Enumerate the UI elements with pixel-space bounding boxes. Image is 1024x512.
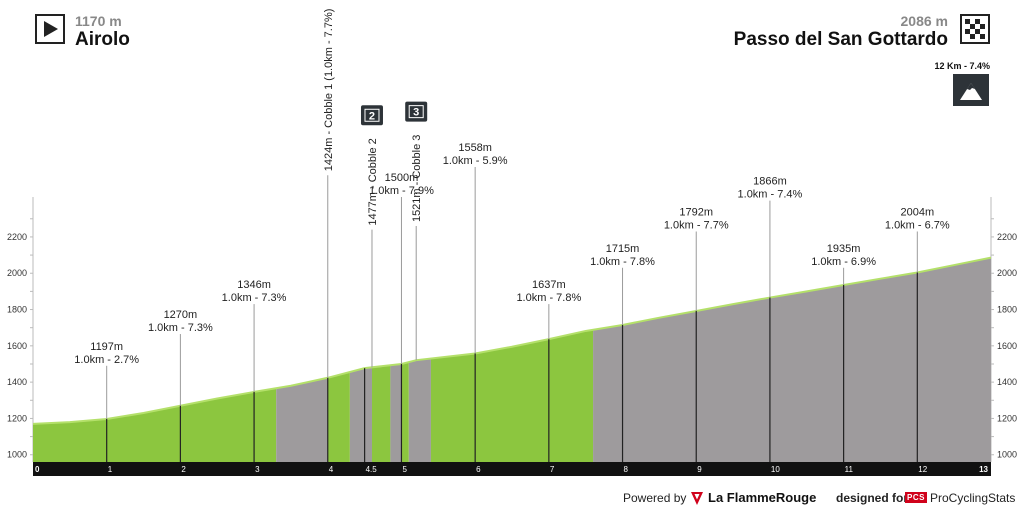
x-tick-label: 7	[550, 465, 555, 474]
annotation-elevation: 1935m	[827, 243, 861, 255]
profile-segment-gray	[390, 363, 402, 462]
x-tick-label: 8	[624, 465, 629, 474]
annotation-gradient: 1.0km - 2.7%	[74, 354, 139, 366]
checkered-flag-icon	[960, 14, 990, 44]
play-icon	[35, 14, 65, 44]
x-tick-label: 4.5	[366, 465, 378, 474]
flamme-rouge-brand[interactable]: La FlammeRouge	[708, 490, 817, 505]
y-tick-label-left: 2200	[7, 232, 27, 242]
start-altitude: 1170 m	[75, 13, 122, 29]
annotation-elevation: 2004m	[900, 206, 934, 218]
start-name: Airolo	[75, 29, 130, 50]
profile-segment-gray	[276, 377, 328, 462]
profile-segment-steep	[430, 329, 594, 462]
procyclingstats-brand[interactable]: ProCyclingStats	[930, 491, 1016, 505]
x-tick-label: 10	[771, 465, 780, 474]
mountain-icon	[953, 74, 989, 106]
profile-segment-gray	[349, 367, 372, 462]
y-tick-label-left: 1800	[7, 305, 27, 315]
pcs-badge: PCS	[905, 492, 927, 503]
x-tick-label: 13	[979, 465, 988, 474]
profile-segment-steep	[371, 365, 391, 462]
annotation-gradient: 1.0km - 5.9%	[443, 155, 508, 167]
annotation-gradient: 1.0km - 6.9%	[811, 256, 876, 268]
powered-by-label: Powered by	[623, 491, 687, 505]
cobble-badge	[405, 101, 428, 122]
cobble-label: 1521m - Cobble 3	[411, 135, 423, 222]
annotation-gradient: 1.0km - 7.4%	[738, 189, 803, 201]
y-tick-label-left: 1000	[7, 450, 27, 460]
cobble-badge-number: 2	[369, 110, 375, 122]
profile-segment-gray	[408, 358, 431, 462]
annotation-elevation: 1270m	[164, 309, 198, 321]
profile-edge-line	[32, 256, 992, 425]
distance-bar	[33, 462, 991, 476]
x-tick-label: 3	[255, 465, 260, 474]
x-tick-label: 9	[697, 465, 702, 474]
x-tick-label: 4	[329, 465, 334, 474]
annotation-elevation: 1637m	[532, 279, 566, 291]
cobble-badge	[360, 105, 383, 126]
y-tick-label-right: 2000	[997, 268, 1017, 278]
flamme-rouge-logo-icon	[691, 492, 703, 505]
y-tick-label-right: 1600	[997, 341, 1017, 351]
annotation-gradient: 1.0km - 7.8%	[590, 256, 655, 268]
finish-header: 2086 m Passo del San Gottardo	[600, 11, 990, 55]
annotation-gradient: 1.0km - 7.3%	[148, 322, 213, 334]
profile-area	[32, 256, 992, 476]
profile-segment-steep	[33, 388, 277, 462]
annotation-elevation: 1346m	[237, 279, 271, 291]
annotation-gradient: 1.0km - 7.7%	[664, 219, 729, 231]
start-header: 1170 m Airolo	[35, 11, 455, 55]
x-tick-label: 11	[845, 465, 854, 474]
x-tick-label: 5	[402, 465, 407, 474]
x-tick-label: 2	[181, 465, 186, 474]
x-tick-label: 0	[35, 465, 40, 474]
y-tick-label-left: 1600	[7, 341, 27, 351]
y-tick-label-right: 1000	[997, 450, 1017, 460]
annotation-elevation: 1715m	[606, 243, 640, 255]
cobble-badge-number: 3	[413, 107, 419, 119]
cobble-badge-frame	[364, 108, 380, 122]
annotation-elevation: 1500m	[385, 172, 419, 184]
annotation-elevation: 1866m	[753, 176, 787, 188]
annotation-elevation: 1558m	[458, 142, 492, 154]
y-tick-label-right: 1400	[997, 377, 1017, 387]
annotation-elevation: 1792m	[679, 206, 713, 218]
tick-labels: 1000 1000 1200 1200 1400 1400 1600 1600 1800 1800…	[7, 232, 1017, 474]
cobble-label: 1477m - Cobble 2	[367, 138, 379, 225]
y-tick-label-right: 1200	[997, 413, 1017, 423]
axes	[30, 197, 994, 462]
annotation-elevation: 1197m	[90, 341, 123, 353]
y-tick-label-left: 2000	[7, 268, 27, 278]
x-tick-label: 12	[918, 465, 927, 474]
x-tick-label: 1	[108, 465, 113, 474]
cobble-badge-frame	[408, 105, 424, 119]
designed-for-label: designed for	[836, 491, 909, 505]
profile-segment-steep	[327, 372, 350, 462]
y-tick-label-right: 2200	[997, 232, 1017, 242]
x-tick-label: 6	[476, 465, 481, 474]
footer: Powered by La FlammeRouge designed for P…	[620, 487, 1024, 507]
profile-segment-steep	[401, 362, 409, 462]
y-tick-label-left: 1200	[7, 413, 27, 423]
annotation-gradient: 1.0km - 6.7%	[885, 219, 950, 231]
finish-altitude: 2086 m	[900, 13, 948, 29]
y-tick-label-left: 1400	[7, 377, 27, 387]
climb-label: 12 Km - 7.4%	[934, 61, 990, 71]
annotation-gradient: 1.0km - 7.3%	[222, 292, 287, 304]
climb-badge: 12 Km - 7.4%	[925, 61, 995, 107]
y-tick-label-right: 1800	[997, 305, 1017, 315]
profile-segment-gray	[593, 257, 991, 462]
annotation-gradient: 1.0km - 7.9%	[369, 185, 434, 197]
finish-name: Passo del San Gottardo	[733, 29, 948, 50]
annotation-gradient: 1.0km - 7.8%	[516, 292, 581, 304]
